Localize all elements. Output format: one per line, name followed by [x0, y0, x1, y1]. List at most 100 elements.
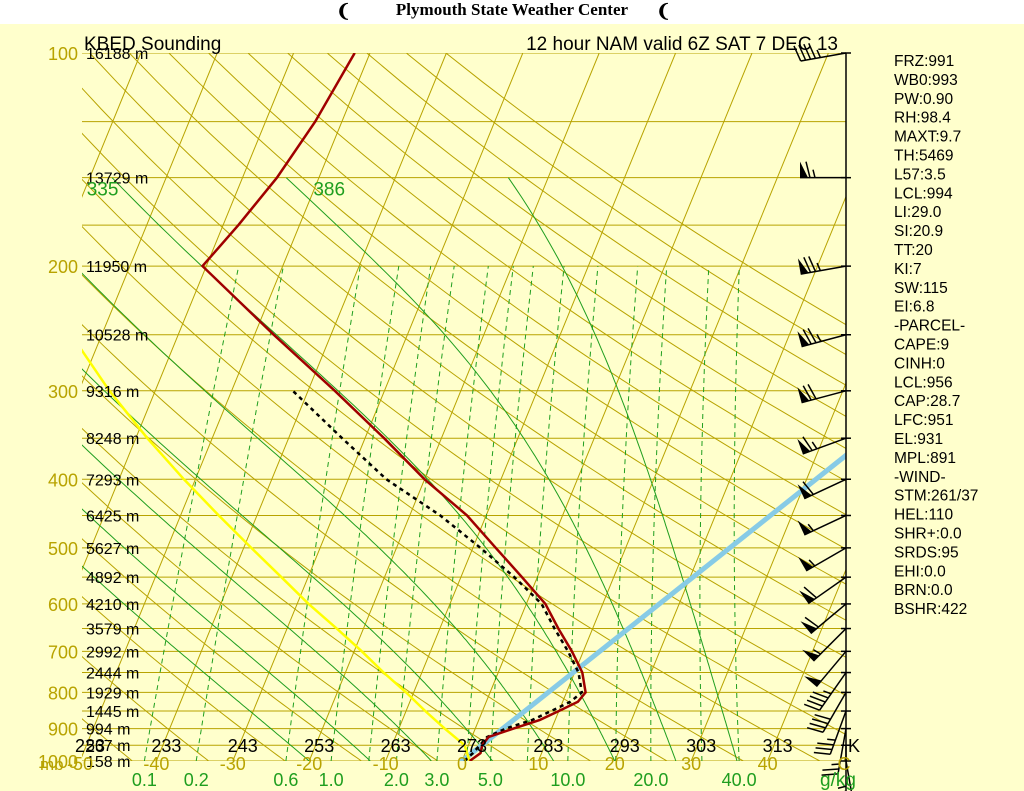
index-label: KI:7 [894, 261, 922, 278]
dry-adiabat-line [82, 324, 668, 761]
moist-adiabat-line [82, 508, 371, 761]
pressure-tick-label: 300 [48, 382, 78, 402]
index-label: HEL:110 [894, 507, 954, 524]
dry-adiabat-line [82, 596, 286, 761]
wind-barb-full [807, 384, 817, 400]
height-label: 3579 m [86, 622, 139, 639]
chart-title-left: KBED Sounding [84, 34, 221, 55]
page-title: Plymouth State Weather Center [395, 0, 629, 19]
height-label: 16188 m [86, 46, 148, 63]
wind-barb-half [808, 559, 816, 567]
kelvin-tick-label: 273 [457, 736, 487, 756]
pressure-tick-label: 600 [48, 595, 78, 615]
wind-barb-full [806, 726, 824, 733]
wind-barb-shaft [845, 760, 853, 791]
dry-adiabat-line [366, 53, 846, 386]
index-label: WB0:993 [894, 72, 958, 89]
kelvin-tick-label: 283 [533, 736, 563, 756]
moist-adiabat-line [82, 565, 310, 761]
mixing-ratio-tick-label: 5.0 [478, 770, 503, 790]
index-label: CINH:0 [894, 355, 945, 372]
profiles [82, 53, 846, 761]
wind-barb-shaft [810, 603, 847, 635]
index-label: MAXT:9.7 [894, 129, 961, 146]
wind-barb-shaft [801, 334, 847, 348]
wind-barb-full [812, 691, 829, 699]
moist-adiabat-line [82, 368, 493, 761]
pressure-tick-label: 1000 [38, 752, 78, 772]
pressure-tick-label: 800 [48, 683, 78, 703]
index-label: SI:20.9 [894, 223, 943, 240]
wind-barb-half [811, 441, 818, 450]
wind-barb-shaft [819, 672, 847, 711]
isotherm-line [537, 53, 829, 761]
wind-barb-shaft [829, 710, 847, 755]
temperature-tick-label: -50 [67, 754, 93, 774]
dry-adiabat-line [82, 538, 362, 761]
index-label: LI:29.0 [894, 204, 942, 221]
isotherm-line [385, 53, 677, 761]
background-grid [82, 53, 846, 761]
wind-barb-flag [802, 649, 820, 662]
isotherm-line [82, 53, 218, 385]
wind-barb-flag [797, 387, 810, 403]
wind-barb-full [803, 257, 812, 273]
index-label: EI:6.8 [894, 299, 935, 316]
chart-background [0, 24, 1024, 791]
height-label: 567 m [86, 738, 130, 755]
mixing-ratio-tick-label: 40.0 [722, 770, 757, 790]
index-label: TH:5469 [894, 148, 953, 165]
wind-barb-half [831, 763, 840, 766]
wind-barb-full [822, 768, 839, 771]
isotherm-line [767, 568, 846, 761]
wind-barbs [793, 43, 853, 791]
index-label: LFC:951 [894, 412, 953, 429]
temperature-tick-label: -10 [373, 754, 399, 774]
mixing-ratio-line [733, 266, 740, 761]
pressure-tick-label: 900 [48, 720, 78, 740]
mixing-ratio-line [466, 266, 514, 761]
isotherm-line [308, 53, 600, 761]
isotherm-line [82, 53, 142, 198]
height-label: 158 m [86, 754, 130, 771]
height-label: 1445 m [86, 704, 139, 721]
wind-barb-full [815, 747, 833, 751]
dry-adiabat-line [326, 53, 846, 418]
height-label: 994 m [86, 722, 130, 739]
mixing-ratio-line [567, 266, 599, 761]
height-label: 4892 m [86, 570, 139, 587]
dry-adiabat-line [128, 53, 846, 585]
indices-panel: FRZ:991 WB0:993 PW:0.90 RH:98.4 MAXT:9.7 TH:5… [894, 53, 978, 618]
wind-barb-shaft [837, 728, 847, 775]
temperature-tick-label: -40 [143, 754, 169, 774]
index-label: L57:3.5 [894, 166, 946, 183]
wind-barb-flag [804, 676, 822, 687]
mixing-ratio-tick-label: 10.0 [550, 770, 585, 790]
dry-adiabat-line [247, 53, 846, 482]
mixing-ratio-line [650, 266, 668, 761]
theta-e-label: 386 [313, 180, 345, 201]
pressure-unit-label: mb [40, 755, 64, 774]
wind-barb-full [809, 695, 826, 703]
wind-barb-flag [800, 621, 817, 634]
mixing-ratio-line [195, 266, 284, 761]
dry-adiabat-line [208, 53, 846, 516]
wind-barb-full [803, 586, 818, 599]
wind-barb-full [802, 481, 814, 495]
wind-barb-half [816, 262, 822, 271]
pressure-tick-label: 400 [48, 470, 78, 490]
wind-barb-full [808, 256, 817, 272]
wind-barb-half [816, 333, 822, 342]
chart-labels: KBED Sounding 12 hour NAM valid 6Z SAT 7… [38, 34, 860, 791]
mixing-ratio-line [395, 266, 455, 761]
height-label: 5627 m [86, 541, 139, 558]
mixing-ratio-line [143, 265, 240, 761]
wind-barb-full [821, 773, 839, 776]
height-label: 9316 m [86, 384, 139, 401]
dry-adiabat-line [82, 482, 439, 761]
moist-adiabat-line [111, 177, 616, 761]
dry-adiabat-line [82, 178, 846, 736]
pressure-tick-label: 200 [48, 257, 78, 277]
wind-barb-full [802, 329, 812, 345]
wind-barb-flag [800, 161, 808, 178]
